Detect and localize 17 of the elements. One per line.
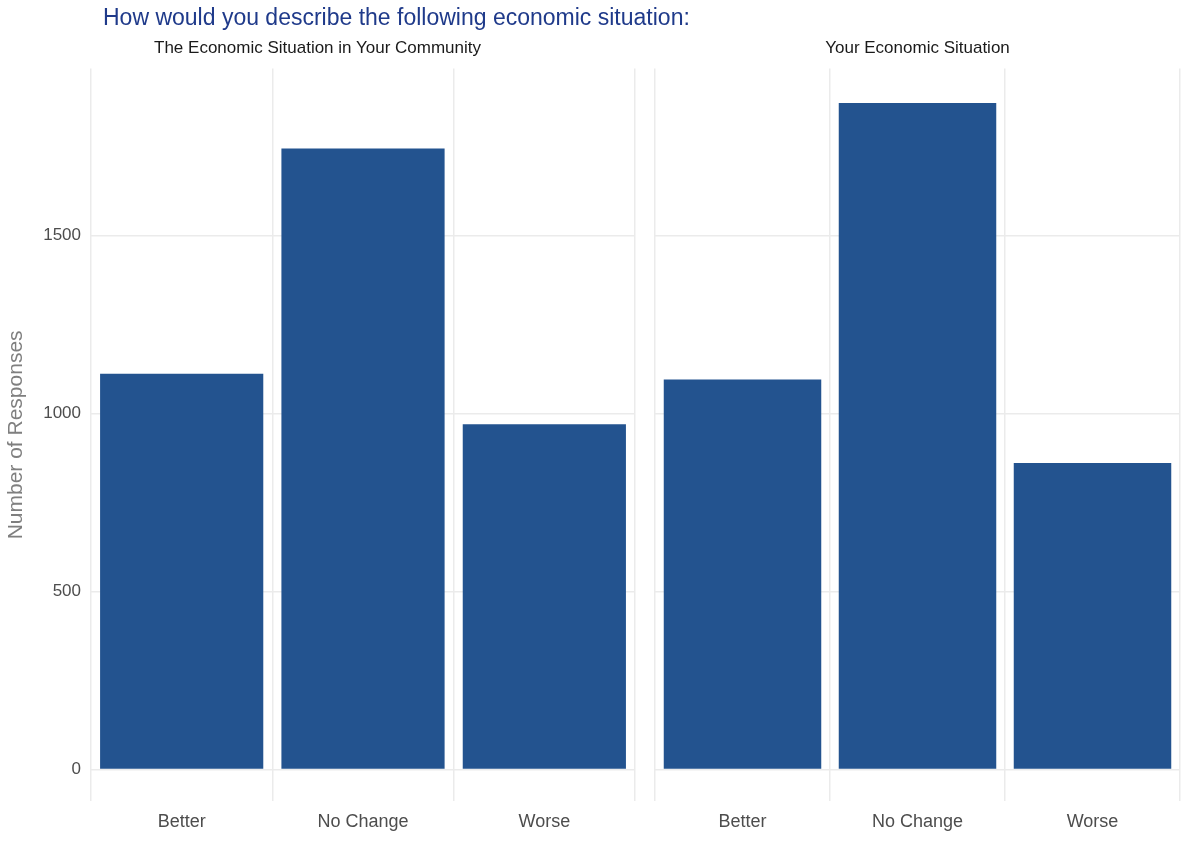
chart-title: How would you describe the following economic situation: [102,3,690,32]
x-tick-label: Worse [1066,811,1119,832]
chart-subtitle: Your Economic Situation [825,37,1010,57]
y-tick-label: 1000 [43,403,82,423]
y-tick-label: 0 [71,759,82,779]
x-tick-label: Better [157,811,206,832]
y-tick-label: 1500 [43,225,82,245]
x-tick-label: No Change [871,811,964,832]
y-tick-label: 500 [52,581,82,601]
bar [462,424,626,769]
bar [100,373,264,769]
x-tick-label: Worse [518,811,571,832]
y-axis-title: Number of Responses [3,330,27,540]
chart-subtitle: The Economic Situation in Your Community [154,37,482,57]
x-tick-label: Better [718,811,767,832]
x-tick-label: No Change [317,811,409,832]
bar [281,148,445,769]
